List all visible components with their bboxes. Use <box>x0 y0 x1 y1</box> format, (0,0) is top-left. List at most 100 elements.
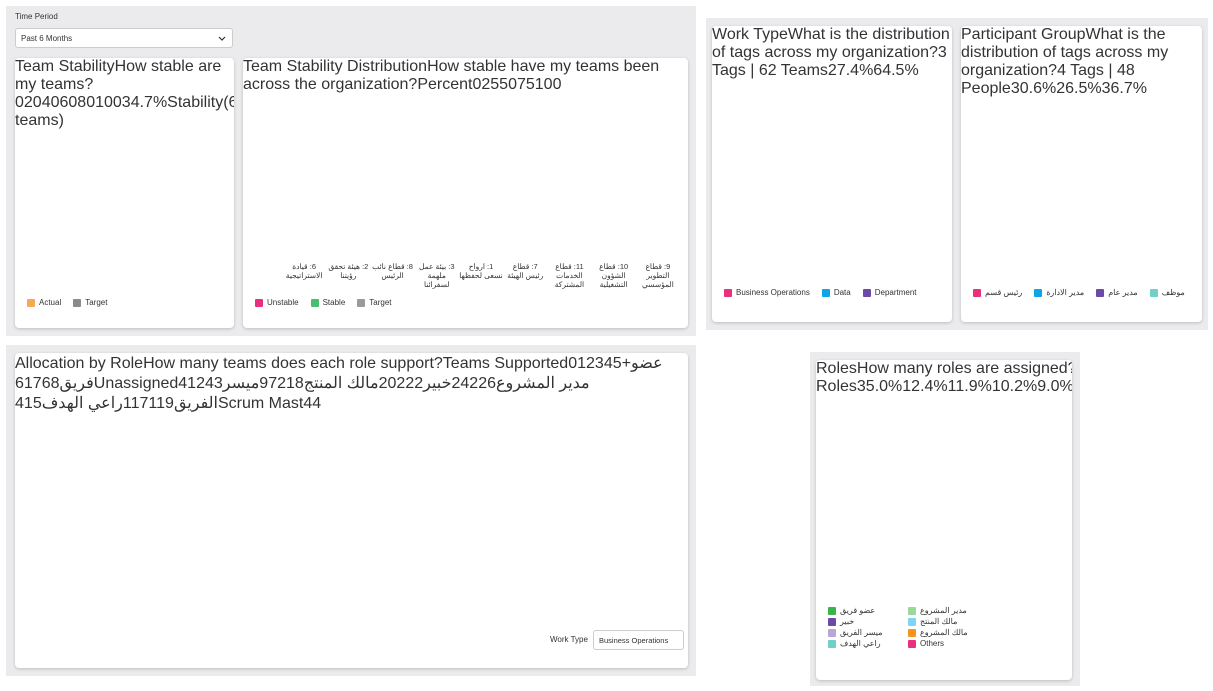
x-tick-label: Scrum Mast <box>217 395 304 412</box>
y-tick-label: 75 <box>516 76 535 93</box>
legend-item: مالك المنتج <box>908 617 988 626</box>
total-label: 68 <box>41 375 60 392</box>
gauge-tick-label: 40 <box>41 94 60 111</box>
legend-swatch <box>821 288 830 297</box>
segment-label: 7 <box>139 395 149 412</box>
chart-subtitle: How many roles are assigned? <box>856 360 1072 377</box>
legend-item: موظف <box>1149 288 1185 297</box>
chart-title: Team Stability <box>15 58 115 75</box>
legend-label: Business Operations <box>736 288 810 297</box>
data-label: 36.7% <box>1101 80 1147 97</box>
x-tick-label: راعي الهدف <box>41 395 123 412</box>
card: RolesHow many roles are assigned?177 Rol… <box>816 360 1072 680</box>
x-tick-label: 11: قطاع الخدمات المشتركة <box>554 262 585 289</box>
x-tick-label: ميسر الفريق <box>173 375 260 412</box>
legend-item: مدير الادارة <box>1034 288 1084 297</box>
data-label: 35.0% <box>856 378 903 395</box>
legend-swatch <box>908 606 916 615</box>
legend-label: مدير المشروع <box>920 606 967 615</box>
legend-swatch <box>1149 288 1158 297</box>
legend-item: مالك المشروع <box>908 628 988 637</box>
select-value: Business Operations <box>599 635 669 645</box>
segment-label: 20 <box>378 375 397 392</box>
filter-label: Time Period <box>15 12 58 21</box>
total-label: 22 <box>405 375 424 392</box>
legend-item: Others <box>908 639 988 648</box>
work-type-select[interactable]: Business Operations <box>593 630 684 650</box>
card: Work TypeWhat is the distribution of tag… <box>712 26 952 322</box>
legend-swatch <box>357 298 366 307</box>
legend-label: مدير عام <box>1108 288 1138 297</box>
chart: Work TypeWhat is the distribution of tag… <box>712 26 952 80</box>
chart: Participant GroupWhat is the distributio… <box>961 26 1202 98</box>
chart-subtitle: How stable have my teams been across the… <box>243 58 660 93</box>
data-label: 12.4% <box>902 378 948 395</box>
total-label: 5 <box>32 395 42 412</box>
legend-swatch <box>255 298 263 307</box>
time-period-select[interactable]: Past 6 Months <box>15 28 233 48</box>
legend-label: Target <box>85 298 108 307</box>
legend-label: Target <box>369 298 392 307</box>
data-label: 9.0% <box>1037 378 1072 395</box>
legend-swatch <box>310 298 319 307</box>
x-tick-label: عضو فريق <box>59 355 663 392</box>
legend-swatch <box>828 617 836 626</box>
segment-label: 4 <box>303 395 313 412</box>
legend-swatch <box>724 288 732 297</box>
y-tick-label: 0 <box>568 355 578 372</box>
segment-label: 41 <box>178 375 197 392</box>
chart-subtitle: How many teams does each role support? <box>143 355 443 372</box>
x-tick-label: خبير <box>423 375 452 392</box>
x-tick-label: Unassigned <box>93 375 179 392</box>
chart-subtitle: How stable are my teams? <box>15 58 222 93</box>
select-value: Past 6 Months <box>21 33 73 43</box>
segment-label: 24 <box>451 375 470 392</box>
legend-label: مدير الادارة <box>1046 288 1085 297</box>
card: Team Stability DistributionHow stable ha… <box>243 58 688 328</box>
chevron <box>218 36 226 41</box>
y-tick-label: 1 <box>577 355 587 372</box>
gauge-value: 34.7% <box>121 94 168 111</box>
data-label: 11.9% <box>947 378 992 395</box>
total-label: 18 <box>286 375 304 392</box>
legend-swatch <box>828 628 836 637</box>
chart-title: Work Type <box>712 26 788 43</box>
segment-label: 11 <box>122 395 140 412</box>
legend-label: Others <box>920 639 945 648</box>
segment-label: 7 <box>268 375 278 392</box>
summary: 4 Tags | 48 People <box>961 62 1135 97</box>
y-axis-label: Percent <box>417 76 473 93</box>
filter-label: Work Type <box>550 635 588 644</box>
legend-swatch <box>908 639 916 648</box>
chart-title: Allocation by Role <box>15 355 144 372</box>
total-label: 43 <box>204 375 223 392</box>
x-tick-label: مالك المنتج <box>303 375 379 392</box>
legend: رئيس قسم مدير الادارة مدير عام موظف <box>973 288 1190 297</box>
legend-swatch <box>828 639 836 648</box>
chart-title: Participant Group <box>961 26 1086 43</box>
x-tick-label: مدير المشروع <box>495 375 590 392</box>
y-tick-label: 3 <box>594 355 604 372</box>
x-tick-label: 2: هيئة تحقق رؤيتنا <box>328 262 369 280</box>
chart: Team Stability DistributionHow stable ha… <box>243 58 688 94</box>
data-label: 30.6% <box>1010 80 1057 97</box>
total-label: 19 <box>156 395 174 412</box>
chart-title: Team Stability Distribution <box>243 58 428 75</box>
card: Participant GroupWhat is the distributio… <box>961 26 1202 322</box>
legend-swatch <box>73 298 82 307</box>
legend-swatch <box>862 288 871 297</box>
gauge-tick-label: 20 <box>23 94 42 111</box>
legend-swatch <box>908 617 916 626</box>
legend-item: مدير عام <box>1096 288 1138 297</box>
legend-label: Data <box>833 288 851 297</box>
y-tick-label: 25 <box>481 76 500 93</box>
card: Allocation by RoleHow many teams does ea… <box>15 353 688 668</box>
gauge-metric: Stability <box>167 94 224 111</box>
data-label: 10.2% <box>991 378 1038 395</box>
chart: RolesHow many roles are assigned?177 Rol… <box>816 360 1072 396</box>
legend-swatch <box>1096 288 1105 297</box>
legend-item: Actual <box>27 298 61 307</box>
legend-label: Department <box>874 288 917 297</box>
gauge-tick-label: 60 <box>59 94 78 111</box>
